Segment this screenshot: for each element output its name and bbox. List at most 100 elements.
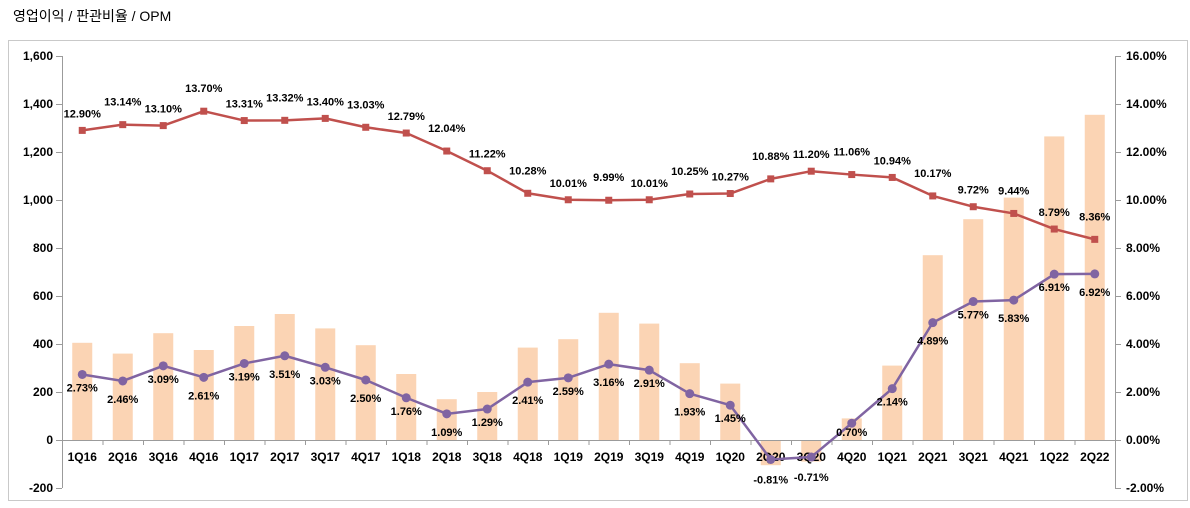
opm-marker-3Q16 [158, 361, 168, 371]
bar-2Q16 [112, 353, 133, 440]
opm-marker-1Q22 [1049, 269, 1059, 279]
sga-label-2Q21: 10.17% [914, 168, 952, 180]
left-axis-label-800: 800 [33, 241, 53, 255]
x-label-1Q19: 1Q19 [554, 450, 584, 464]
sga-marker-4Q20 [848, 171, 856, 179]
sga-marker-4Q18 [524, 189, 532, 197]
bar-2Q19 [598, 312, 619, 440]
right-axis-label-10.00%: 10.00% [1126, 193, 1167, 207]
opm-marker-1Q17 [239, 358, 249, 368]
opm-marker-2Q19 [604, 359, 614, 369]
x-label-4Q17: 4Q17 [351, 450, 381, 464]
sga-label-3Q16: 13.10% [145, 104, 183, 116]
right-axis-label-12.00%: 12.00% [1126, 145, 1167, 159]
x-label-4Q18: 4Q18 [513, 450, 543, 464]
bar-4Q17 [355, 345, 376, 440]
opm-marker-1Q19 [563, 373, 573, 383]
x-label-4Q20: 4Q20 [837, 450, 867, 464]
opm-label-4Q16: 2.61% [188, 390, 219, 402]
sga-marker-1Q22 [1050, 225, 1058, 233]
sga-label-4Q18: 10.28% [509, 165, 547, 177]
x-label-2Q17: 2Q17 [270, 450, 300, 464]
sga-label-1Q22: 8.79% [1039, 207, 1070, 219]
bar-1Q19 [558, 339, 579, 440]
sga-label-2Q19: 9.99% [593, 172, 624, 184]
opm-label-4Q17: 2.50% [350, 393, 381, 405]
bar-3Q18 [477, 392, 498, 440]
opm-label-3Q21: 5.77% [958, 310, 989, 322]
sga-marker-2Q17 [281, 116, 289, 124]
sga-marker-1Q18 [402, 129, 410, 137]
bar-4Q20 [841, 418, 862, 440]
OPM-line [82, 272, 1095, 461]
right-axis-label-16.00%: 16.00% [1126, 49, 1167, 63]
opm-marker-4Q21 [1009, 295, 1019, 305]
opm-marker-2Q21 [928, 318, 938, 328]
bar-3Q16 [153, 333, 174, 440]
sga-label-1Q17: 13.31% [226, 99, 264, 111]
opm-label-1Q21: 2.14% [877, 397, 908, 409]
bar-3Q19 [639, 323, 660, 440]
opm-marker-2Q18 [442, 409, 452, 419]
sga-label-2Q16: 13.14% [104, 97, 142, 109]
x-label-3Q21: 3Q21 [959, 450, 989, 464]
sga-label-4Q21: 9.44% [998, 185, 1029, 197]
sga-label-1Q21: 10.94% [874, 155, 912, 167]
opm-label-3Q18: 1.29% [472, 417, 503, 429]
opm-label-1Q18: 1.76% [391, 406, 422, 418]
sga-marker-2Q22 [1091, 235, 1099, 243]
x-label-2Q21: 2Q21 [918, 450, 948, 464]
sga-label-3Q17: 13.40% [307, 96, 345, 108]
x-label-3Q17: 3Q17 [311, 450, 341, 464]
sga-label-1Q19: 10.01% [550, 178, 588, 190]
x-label-3Q16: 3Q16 [149, 450, 179, 464]
bar-2Q17 [274, 314, 295, 440]
sga-label-4Q16: 13.70% [185, 83, 223, 95]
bar-4Q21 [1003, 197, 1024, 440]
sga-marker-2Q21 [929, 192, 937, 200]
bar-3Q17 [315, 328, 336, 440]
right-axis-label-8.00%: 8.00% [1126, 241, 1160, 255]
opm-marker-3Q18 [482, 404, 492, 414]
opm-label-2Q16: 2.46% [107, 394, 138, 406]
bar-2Q21 [922, 255, 943, 440]
x-label-3Q19: 3Q19 [635, 450, 665, 464]
opm-marker-2Q20 [766, 454, 776, 464]
opm-label-3Q19: 2.91% [634, 378, 665, 390]
opm-label-1Q19: 2.59% [553, 386, 584, 398]
sga-label-1Q20: 10.27% [712, 172, 750, 184]
bar-4Q19 [679, 363, 700, 440]
sga-marker-4Q17 [362, 123, 370, 131]
bar-1Q20 [720, 383, 741, 440]
sga-marker-2Q18 [443, 147, 451, 155]
x-label-2Q22: 2Q22 [1080, 450, 1110, 464]
opm-marker-1Q18 [401, 393, 411, 403]
sga-marker-4Q19 [686, 190, 694, 198]
left-axis-label-1,200: 1,200 [23, 145, 53, 159]
bar-1Q22 [1044, 136, 1065, 440]
left-axis-label--200: -200 [29, 481, 53, 495]
sga-marker-3Q20 [807, 167, 815, 175]
opm-label-2Q21: 4.89% [917, 336, 948, 348]
x-label-1Q17: 1Q17 [230, 450, 260, 464]
opm-label-1Q16: 2.73% [67, 382, 98, 394]
opm-label-4Q21: 5.83% [998, 313, 1029, 325]
x-label-4Q19: 4Q19 [675, 450, 705, 464]
sga-marker-1Q19 [564, 196, 572, 204]
opm-label-2Q19: 3.16% [593, 377, 624, 389]
x-label-1Q16: 1Q16 [68, 450, 98, 464]
opm-marker-4Q18 [523, 377, 533, 387]
opm-marker-1Q16 [77, 369, 87, 379]
sga-marker-4Q16 [200, 107, 208, 115]
bar-2Q18 [436, 399, 457, 440]
opm-marker-4Q16 [199, 372, 209, 382]
sga-marker-4Q21 [1010, 209, 1018, 217]
opm-label-3Q17: 3.03% [310, 375, 341, 387]
sga-marker-2Q16 [119, 121, 127, 129]
sga-marker-3Q16 [159, 122, 167, 130]
sga-label-3Q19: 10.01% [631, 178, 669, 190]
x-label-3Q18: 3Q18 [473, 450, 503, 464]
opm-label-1Q22: 6.91% [1039, 282, 1070, 294]
